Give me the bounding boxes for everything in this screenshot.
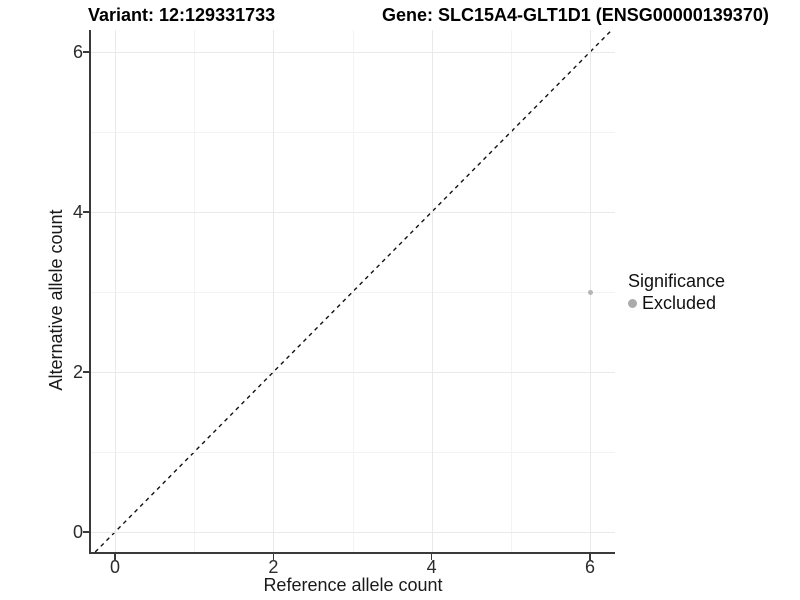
gridline-major-y	[91, 532, 615, 533]
y-axis-tick	[83, 371, 89, 373]
y-axis-tick-label: 6	[72, 42, 83, 62]
identity-dashed-line	[94, 29, 613, 553]
y-axis-tick-label: 2	[72, 362, 83, 382]
legend-title: Significance	[628, 271, 726, 291]
gridline-minor-x	[510, 30, 512, 552]
gridline-major-y	[91, 372, 615, 373]
gridline-minor-x	[194, 30, 196, 552]
plot-panel	[89, 29, 615, 554]
legend-entry-label: Excluded	[642, 293, 717, 313]
gridline-major-x	[273, 30, 275, 552]
x-axis-tick-label: 4	[426, 557, 437, 577]
x-axis-tick	[430, 554, 433, 560]
y-axis-tick	[83, 211, 89, 213]
plot-title-gene: Gene: SLC15A4-GLT1D1 (ENSG00000139370)	[382, 5, 769, 25]
gridline-major-y	[91, 52, 615, 53]
x-axis-title: Reference allele count	[263, 575, 443, 595]
legend: Significance Excluded	[628, 271, 725, 314]
gridline-major-x	[431, 30, 433, 552]
gridline-minor-y	[91, 132, 615, 133]
x-axis-tick-label: 0	[109, 557, 120, 577]
y-axis-tick-label: 4	[72, 202, 83, 222]
y-axis-tick-label: 0	[72, 522, 83, 542]
x-axis-tick	[589, 554, 591, 560]
x-axis-tick-label: 2	[268, 557, 279, 577]
legend-entry-excluded: Excluded	[628, 293, 725, 314]
y-axis-title: Alternative allele count	[46, 209, 66, 391]
plot-title-variant: Variant: 12:129331733	[88, 5, 276, 25]
y-axis-tick	[83, 531, 89, 533]
gridline-major-y	[91, 212, 615, 213]
legend-point-swatch	[628, 299, 637, 308]
x-axis-tick	[272, 554, 275, 560]
gridline-minor-x	[352, 30, 354, 552]
x-axis-tick-label: 6	[584, 557, 595, 577]
y-axis-tick	[83, 51, 89, 53]
gridline-minor-y	[91, 292, 615, 293]
gridline-minor-y	[91, 452, 615, 453]
gridline-major-x	[115, 30, 116, 552]
data-point-excluded	[587, 289, 593, 295]
x-axis-tick	[114, 554, 116, 560]
